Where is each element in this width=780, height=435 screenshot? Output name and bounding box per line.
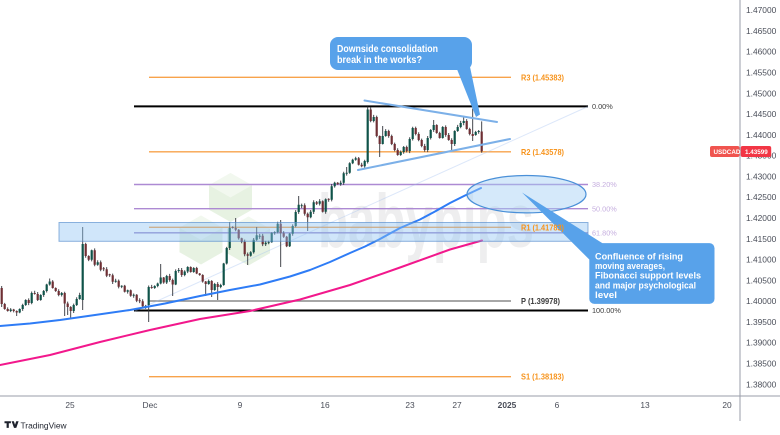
- svg-text:1.39000: 1.39000: [746, 338, 777, 348]
- svg-text:level: level: [595, 290, 617, 301]
- svg-text:23: 23: [405, 400, 415, 410]
- svg-text:100.00%: 100.00%: [592, 306, 621, 315]
- svg-text:61.80%: 61.80%: [592, 229, 617, 238]
- svg-text:R1 (1.41783): R1 (1.41783): [521, 223, 564, 232]
- svg-text:TradingView: TradingView: [21, 421, 68, 431]
- svg-text:13: 13: [640, 400, 650, 410]
- svg-text:38.20%: 38.20%: [592, 180, 617, 189]
- svg-text:1.45500: 1.45500: [746, 68, 777, 78]
- svg-text:R2 (1.43578): R2 (1.43578): [521, 148, 564, 157]
- svg-text:moving averages,: moving averages,: [595, 261, 665, 272]
- svg-text:Dec: Dec: [143, 400, 158, 410]
- svg-text:1.46500: 1.46500: [746, 26, 777, 36]
- svg-text:1.44500: 1.44500: [746, 109, 777, 119]
- svg-text:1.43599: 1.43599: [745, 149, 768, 156]
- svg-text:1.43000: 1.43000: [746, 171, 777, 181]
- svg-text:P (1.39978): P (1.39978): [521, 297, 560, 306]
- svg-text:and major psychological: and major psychological: [595, 280, 696, 291]
- svg-text:1.41500: 1.41500: [746, 234, 777, 244]
- svg-text:20: 20: [722, 400, 732, 410]
- svg-text:1.39500: 1.39500: [746, 317, 777, 327]
- svg-text:50.00%: 50.00%: [592, 204, 617, 213]
- svg-text:1.41000: 1.41000: [746, 255, 777, 265]
- svg-text:S1 (1.38183): S1 (1.38183): [521, 373, 564, 382]
- svg-text:1.47000: 1.47000: [746, 5, 777, 15]
- svg-text:27: 27: [452, 400, 462, 410]
- svg-text:0.00%: 0.00%: [592, 102, 613, 111]
- svg-text:babypips: babypips: [318, 179, 534, 264]
- svg-text:6: 6: [555, 400, 560, 410]
- svg-text:break in the works?: break in the works?: [337, 55, 422, 66]
- svg-text:1.46000: 1.46000: [746, 47, 777, 57]
- svg-text:1.44000: 1.44000: [746, 130, 777, 140]
- svg-text:1.42500: 1.42500: [746, 192, 777, 202]
- svg-text:R3 (1.45383): R3 (1.45383): [521, 73, 564, 82]
- svg-text:1.45000: 1.45000: [746, 88, 777, 98]
- svg-text:Downside consolidation: Downside consolidation: [337, 44, 438, 55]
- svg-text:1.40000: 1.40000: [746, 296, 777, 306]
- svg-text:1.42000: 1.42000: [746, 213, 777, 223]
- svg-text:9: 9: [238, 400, 243, 410]
- svg-text:25: 25: [65, 400, 75, 410]
- svg-text:16: 16: [320, 400, 330, 410]
- svg-text:Confluence of rising: Confluence of rising: [595, 251, 683, 262]
- svg-text:1.38000: 1.38000: [746, 379, 777, 389]
- svg-text:2025: 2025: [498, 400, 517, 410]
- svg-text:USDCAD: USDCAD: [714, 149, 741, 156]
- svg-text:1.38500: 1.38500: [746, 359, 777, 369]
- svg-text:1.40500: 1.40500: [746, 275, 777, 285]
- svg-text:Fibonacci support levels: Fibonacci support levels: [595, 271, 701, 282]
